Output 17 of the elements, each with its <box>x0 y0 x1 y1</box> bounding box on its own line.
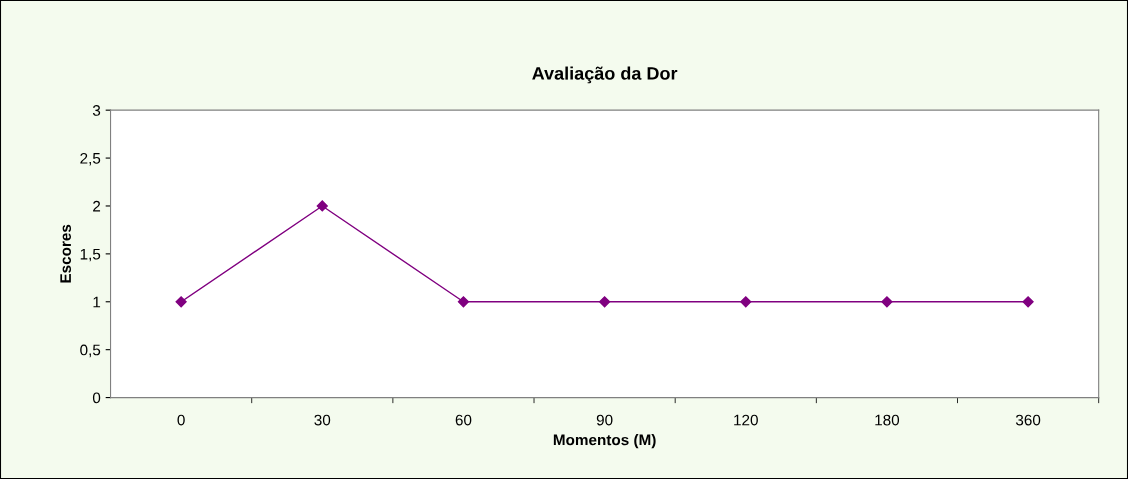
chart-title: Avaliação da Dor <box>532 66 678 84</box>
y-tick-label: 2,5 <box>80 152 101 166</box>
y-tick-label: 2 <box>93 200 101 212</box>
y-tick-label: 1 <box>93 296 101 308</box>
x-tick-label: 120 <box>734 414 758 426</box>
x-tick-label: 180 <box>875 414 900 426</box>
x-tick-label: 0 <box>177 414 185 426</box>
y-tick-label: 1,5 <box>80 248 101 262</box>
y-tick-label: 0 <box>92 392 101 404</box>
y-axis-title: Escores <box>60 224 72 283</box>
x-tick-label: 30 <box>314 414 331 426</box>
x-axis-title: Momentos (M) <box>553 434 656 449</box>
x-tick-label: 60 <box>455 414 472 426</box>
x-tick-label: 360 <box>1015 414 1041 426</box>
x-tick-label: 90 <box>596 414 613 426</box>
y-tick-label: 0,5 <box>80 344 101 358</box>
y-tick-label: 3 <box>92 105 101 116</box>
